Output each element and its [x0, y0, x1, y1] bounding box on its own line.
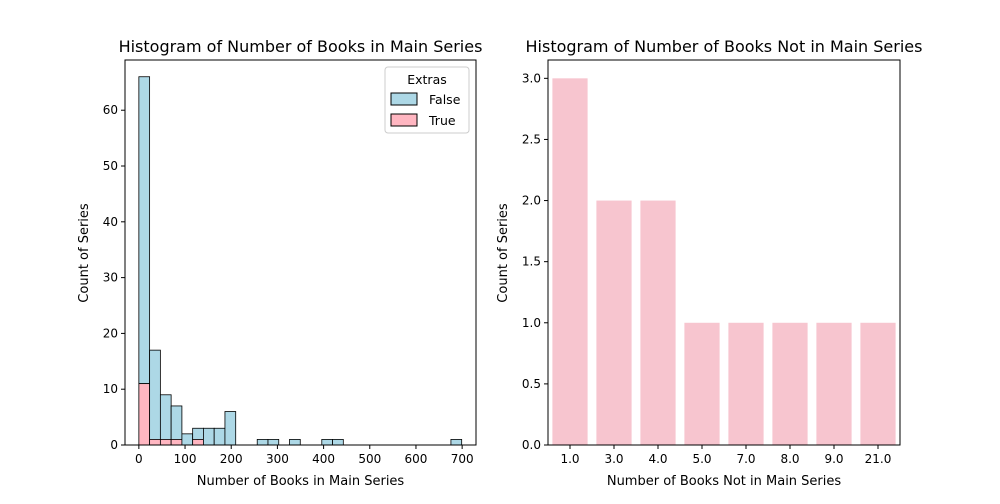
right-chart-title: Histogram of Number of Books Not in Main…	[526, 37, 923, 56]
left-x-axis-label: Number of Books in Main Series	[197, 474, 405, 489]
x-tick-label: 200	[220, 452, 243, 466]
histogram-bar-false	[149, 349, 161, 440]
x-tick-label: 600	[405, 452, 428, 466]
y-tick-label: 30	[103, 271, 118, 285]
y-tick-label: 50	[103, 159, 118, 173]
x-tick-label: 300	[266, 452, 289, 466]
y-tick-label: 2.0	[522, 194, 541, 208]
bar	[684, 322, 720, 445]
y-tick-label: 3.0	[522, 71, 541, 85]
histogram-bar-false	[213, 427, 226, 446]
histogram-bar-true	[192, 439, 204, 446]
bar	[596, 200, 632, 445]
histogram-bar-false	[321, 439, 333, 446]
left-axes-frame	[124, 59, 477, 446]
bar	[772, 322, 808, 445]
histogram-bar-false	[267, 439, 280, 446]
legend-label-false: False	[429, 92, 461, 107]
x-tick-label: 400	[312, 452, 335, 466]
histogram-bar-false	[159, 394, 172, 440]
histogram-bar-false	[450, 439, 463, 446]
right-x-axis-label: Number of Books Not in Main Series	[607, 474, 842, 489]
histogram-bar-true	[138, 383, 151, 446]
histogram-bar-false	[170, 405, 183, 440]
left-chart: Histogram of Number of Books in Main Ser…	[77, 37, 482, 489]
bar	[860, 322, 896, 445]
y-tick-label: 1.5	[522, 255, 541, 269]
x-tick-label: 8.0	[780, 452, 799, 466]
legend-swatch-true	[390, 113, 418, 127]
y-tick-label: 20	[103, 326, 118, 340]
right-chart: Histogram of Number of Books Not in Main…	[496, 37, 922, 489]
legend-title: Extras	[407, 72, 447, 87]
histogram-bar-false	[332, 439, 344, 446]
histogram-bar-true	[159, 439, 172, 446]
histogram-bar-false	[181, 433, 194, 446]
x-tick-label: 7.0	[736, 452, 755, 466]
x-tick-label: 3.0	[604, 452, 623, 466]
x-tick-label: 700	[451, 452, 474, 466]
x-tick-label: 5.0	[692, 452, 711, 466]
y-tick-label: 10	[103, 382, 118, 396]
histogram-bar-false	[192, 427, 204, 440]
left-chart-title: Histogram of Number of Books in Main Ser…	[119, 37, 483, 56]
histogram-bar-true	[149, 439, 161, 446]
right-y-axis-label: Count of Series	[496, 203, 511, 303]
y-tick-label: 2.5	[522, 132, 541, 146]
histogram-bar-false	[289, 439, 301, 446]
y-tick-label: 1.0	[522, 316, 541, 330]
bar	[640, 200, 676, 445]
legend-swatch-false	[390, 92, 418, 106]
x-tick-label: 500	[358, 452, 381, 466]
histogram-bar-false	[256, 439, 269, 446]
x-tick-label: 1.0	[560, 452, 579, 466]
bar	[816, 322, 852, 445]
y-tick-label: 0.0	[522, 438, 541, 452]
y-tick-label: 60	[103, 103, 118, 117]
x-tick-label: 4.0	[648, 452, 667, 466]
left-legend: Extras False True	[384, 66, 470, 134]
legend-label-true: True	[428, 113, 456, 128]
y-tick-label: 40	[103, 215, 118, 229]
x-tick-label: 9.0	[824, 452, 843, 466]
left-plot-area: 0 100 200 300 400 500 600 700 0 10 20 30 40 50 60	[103, 76, 474, 466]
right-plot-area: 1.0 3.0 4.0 5.0 7.0 8.0 9.0 21.0 0.0 0.5 1.0 1.5 2.0…	[522, 71, 896, 466]
histogram-bar-false	[203, 427, 215, 446]
histogram-bar-true	[170, 439, 183, 446]
histogram-bar-false	[224, 411, 237, 446]
x-tick-label: 100	[174, 452, 197, 466]
x-tick-label: 0	[135, 452, 143, 466]
y-tick-label: 0.5	[522, 377, 541, 391]
histogram-bar-false	[138, 76, 151, 385]
left-y-axis-label: Count of Series	[77, 203, 92, 303]
y-tick-label: 0	[110, 438, 118, 452]
right-axes-frame	[547, 59, 901, 446]
bar	[728, 322, 764, 445]
x-tick-label: 21.0	[865, 452, 892, 466]
bar	[552, 78, 588, 445]
